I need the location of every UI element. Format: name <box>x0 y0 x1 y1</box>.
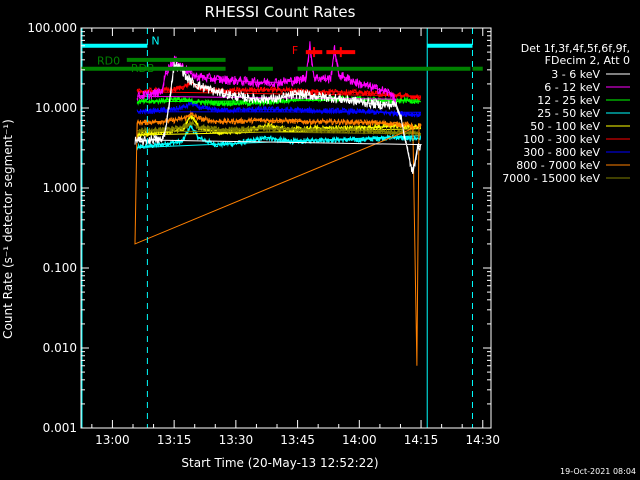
legend-label: 25 - 50 keV <box>537 107 600 120</box>
x-tick-label: 13:15 <box>157 433 192 447</box>
series-line-0 <box>134 61 422 175</box>
series-line-3 <box>136 124 422 151</box>
status-label-n: N <box>151 35 159 48</box>
legend-label: 50 - 100 keV <box>530 120 600 133</box>
y-tick-label: 0.001 <box>43 421 77 435</box>
y-tick-label: 0.010 <box>43 341 77 355</box>
x-tick-label: 14:15 <box>404 433 439 447</box>
y-tick-label: 100.000 <box>27 21 77 35</box>
legend-header-line-1: Det 1f,3f,4f,5f,6f,9f, <box>521 42 630 55</box>
legend: Det 1f,3f,4f,5f,6f,9f, FDecim 2, Att 0 3… <box>502 42 630 185</box>
x-tick-label: 13:30 <box>219 433 254 447</box>
series-line-8 <box>137 119 422 137</box>
legend-label: 7000 - 15000 keV <box>502 172 600 185</box>
series-line-6 <box>136 100 422 118</box>
legend-label: 3 - 6 keV <box>551 68 600 81</box>
y-tick-label: 0.100 <box>43 261 77 275</box>
y-tick-label: 10.000 <box>35 101 77 115</box>
legend-label: 100 - 300 keV <box>523 133 600 146</box>
series-line-5 <box>136 79 422 101</box>
x-tick-label: 14:00 <box>342 433 377 447</box>
y-tick-label: 1.000 <box>43 181 77 195</box>
legend-label: 6 - 12 keV <box>544 81 600 94</box>
x-tick-label: 13:00 <box>95 433 130 447</box>
timestamp: 19-Oct-2021 08:04 <box>560 467 636 476</box>
status-label-rdb: RDB <box>131 62 155 75</box>
status-label-f: F <box>292 44 298 57</box>
annotation-layer: N RD0 RDB F <box>81 28 483 428</box>
legend-label: 800 - 7000 keV <box>516 159 600 172</box>
plot-frame <box>80 27 492 429</box>
x-tick-label: 13:45 <box>280 433 315 447</box>
series-line-7 <box>134 110 422 366</box>
y-axis-label: Count Rate (s⁻¹ detector segment⁻¹) <box>1 119 15 339</box>
series-layer <box>134 41 422 366</box>
legend-label: 300 - 800 keV <box>523 146 600 159</box>
status-label-rd0: RD0 <box>97 54 120 67</box>
legend-label: 12 - 25 keV <box>537 94 600 107</box>
legend-header-line-2: FDecim 2, Att 0 <box>545 54 630 67</box>
chart-title: RHESSI Count Rates <box>205 3 356 21</box>
x-axis-label: Start Time (20-May-13 12:52:22) <box>181 456 378 470</box>
x-tick-label: 14:30 <box>465 433 500 447</box>
